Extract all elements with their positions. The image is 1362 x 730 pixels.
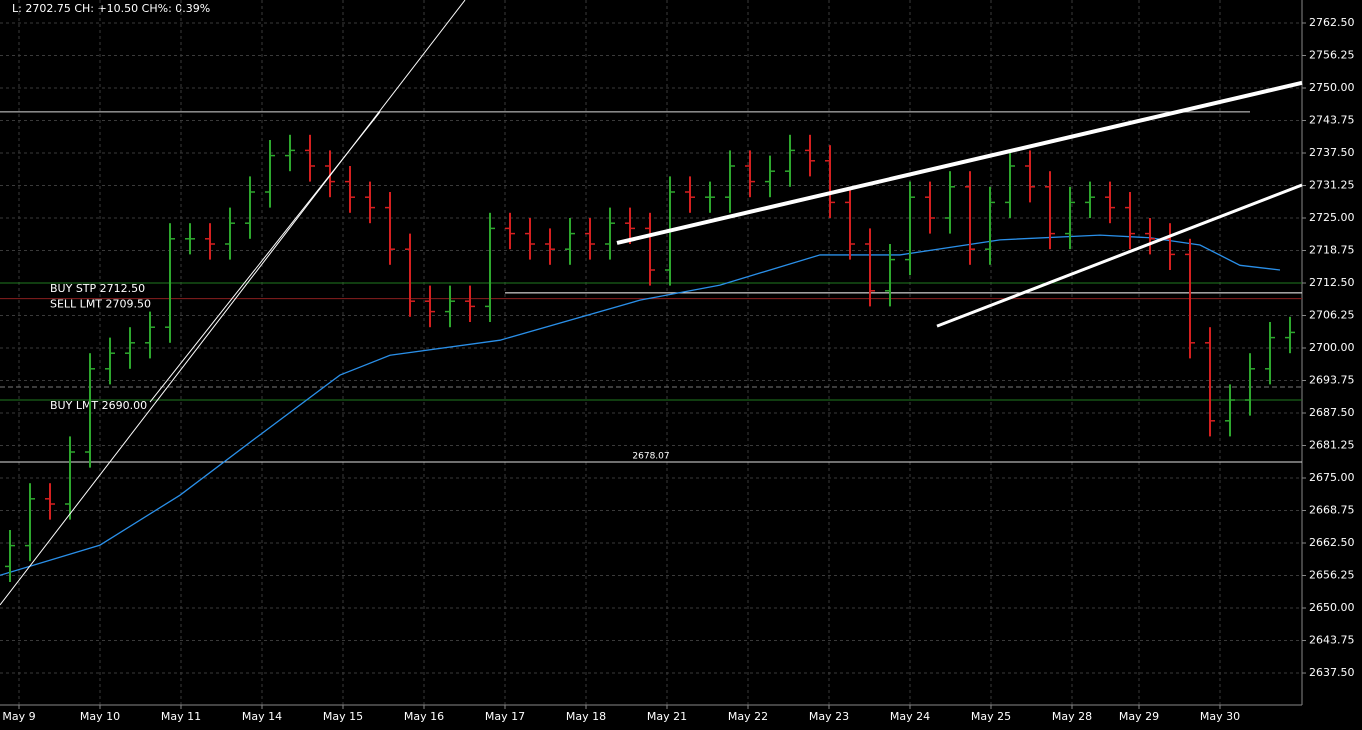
- y-tick-label: 2750.00: [1309, 81, 1355, 94]
- x-tick-label: May 18: [566, 710, 606, 723]
- x-tick-label: May 24: [890, 710, 930, 723]
- y-tick-label: 2762.50: [1309, 16, 1355, 29]
- y-tick-label: 2700.00: [1309, 341, 1355, 354]
- y-tick-label: 2718.75: [1309, 243, 1355, 256]
- x-tick-label: May 9: [2, 710, 35, 723]
- order-label: BUY STP 2712.50: [50, 282, 145, 295]
- level-label: 2678.07: [632, 452, 669, 462]
- y-tick-label: 2712.50: [1309, 276, 1355, 289]
- x-tick-label: May 23: [809, 710, 849, 723]
- trend-line: [616, 80, 1303, 245]
- x-tick-label: May 11: [161, 710, 201, 723]
- y-tick-label: 2650.00: [1309, 601, 1355, 614]
- y-tick-label: 2725.00: [1309, 211, 1355, 224]
- trend-line: [0, 0, 466, 606]
- x-tick-label: May 29: [1119, 710, 1159, 723]
- x-tick-label: May 15: [323, 710, 363, 723]
- y-tick-label: 2693.75: [1309, 374, 1355, 387]
- y-tick-label: 2737.50: [1309, 146, 1355, 159]
- header-quote: L: 2702.75 CH: +10.50 CH%: 0.39%: [12, 2, 210, 15]
- y-tick-label: 2681.25: [1309, 439, 1355, 452]
- y-tick-label: 2656.25: [1309, 569, 1355, 582]
- y-tick-label: 2756.25: [1309, 48, 1355, 61]
- y-tick-label: 2675.00: [1309, 471, 1355, 484]
- x-tick-label: May 14: [242, 710, 282, 723]
- y-tick-label: 2731.25: [1309, 178, 1355, 191]
- x-tick-label: May 22: [728, 710, 768, 723]
- x-tick-label: May 21: [647, 710, 687, 723]
- x-tick-label: May 30: [1200, 710, 1240, 723]
- trend-line: [936, 183, 1303, 328]
- y-tick-label: 2643.75: [1309, 634, 1355, 647]
- x-tick-label: May 10: [80, 710, 120, 723]
- x-tick-label: May 17: [485, 710, 525, 723]
- y-tick-label: 2706.25: [1309, 309, 1355, 322]
- y-tick-label: 2637.50: [1309, 666, 1355, 679]
- trend-line: [149, 111, 381, 403]
- order-label: BUY LMT 2690.00: [50, 399, 147, 412]
- y-tick-label: 2668.75: [1309, 504, 1355, 517]
- y-tick-label: 2743.75: [1309, 113, 1355, 126]
- x-tick-label: May 28: [1052, 710, 1092, 723]
- order-label: SELL LMT 2709.50: [50, 298, 151, 311]
- y-tick-label: 2687.50: [1309, 406, 1355, 419]
- y-tick-label: 2662.50: [1309, 536, 1355, 549]
- x-tick-label: May 25: [971, 710, 1011, 723]
- x-tick-label: May 16: [404, 710, 444, 723]
- moving-average: [0, 234, 1281, 576]
